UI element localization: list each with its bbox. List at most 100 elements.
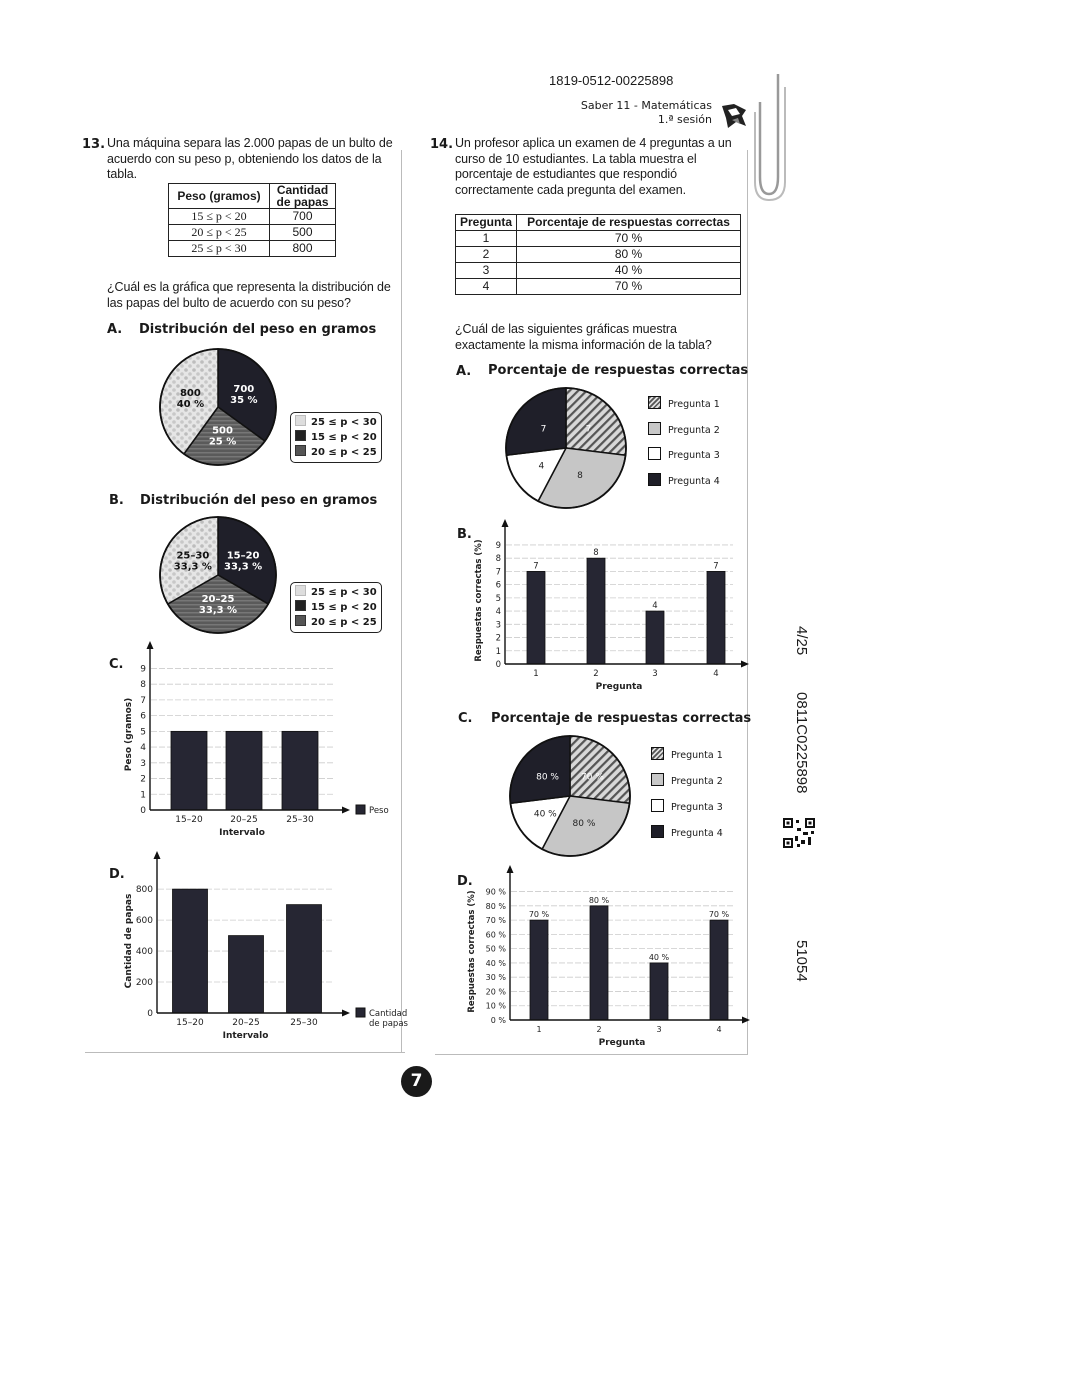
x-tick-label: 3: [656, 1025, 661, 1034]
y-tick-label: 5: [140, 727, 146, 737]
bottom-rule-right: [435, 1054, 748, 1055]
pie-slice-label: 25 %: [209, 437, 236, 448]
question-13-prompt: ¿Cuál es la gráfica que representa la di…: [107, 280, 391, 310]
legend-swatch-light-gray: [651, 773, 664, 786]
option-14a-letter[interactable]: A.: [456, 364, 472, 379]
legend-label: Pregunta 4: [668, 475, 720, 487]
y-tick-label: 0: [140, 806, 146, 816]
legend-swatch-hatched: [648, 396, 661, 409]
legend-swatch-gray: [295, 615, 306, 626]
option-13c-letter[interactable]: C.: [109, 657, 124, 672]
bar-data-label: 70 %: [529, 910, 550, 919]
y-tick-label: 20 %: [486, 987, 507, 996]
side-number: 51054: [793, 940, 810, 982]
option-13a-letter[interactable]: A.: [107, 322, 123, 337]
x-axis-title: Intervalo: [223, 1031, 269, 1041]
pie-slice-label: 80 %: [536, 773, 559, 783]
bar: [706, 570, 726, 665]
legend-label: Cantidad: [369, 1009, 407, 1019]
pie-slice: [565, 387, 627, 457]
y-axis-title: Respuestas correctas (%): [474, 539, 484, 661]
bar: [172, 888, 208, 1014]
option-14b-letter[interactable]: B.: [457, 527, 472, 542]
option-13b-letter[interactable]: B.: [109, 493, 124, 508]
table-row: 2 80 %: [454, 246, 741, 263]
x-tick-label: 3: [652, 669, 657, 679]
y-tick-label: 60 %: [486, 930, 507, 939]
bar-data-label: 4: [652, 601, 657, 611]
y-tick-label: 90 %: [486, 888, 507, 897]
option-14d-letter[interactable]: D.: [457, 874, 473, 889]
bar: [586, 557, 606, 665]
legend-swatch-white: [648, 447, 661, 460]
y-tick-label: 6: [496, 581, 501, 591]
legend-swatch: [355, 804, 366, 815]
x-tick-label: 25–30: [286, 815, 314, 825]
y-tick-label: 80 %: [486, 902, 507, 911]
column-divider-right: [747, 150, 748, 1055]
y-tick-label: 2: [496, 634, 501, 644]
table-cell: 800: [269, 240, 336, 257]
legend-item: 15 ≤ p < 20: [295, 430, 377, 445]
table-row: 4 70 %: [454, 278, 741, 295]
bar: [286, 904, 322, 1014]
table-header-row: Peso (gramos) Cantidad de papas: [168, 183, 336, 209]
pie-slice-label: 33,3 %: [174, 562, 212, 573]
option-13d-letter[interactable]: D.: [109, 867, 125, 882]
bar: [649, 962, 669, 1021]
pie-slice-label: 15–20: [227, 551, 260, 562]
legend-label: de papas: [369, 1019, 409, 1029]
option-14c-title: Porcentaje de respuestas correctas: [491, 711, 752, 726]
pie-slice-label: 33,3 %: [224, 562, 262, 573]
y-tick-label: 600: [136, 916, 153, 926]
legend-item: Pregunta 3: [648, 447, 720, 473]
option-13a-title: Distribución del peso en gramos: [139, 322, 377, 337]
x-tick-label: 20–25: [230, 815, 257, 825]
y-tick-label: 40 %: [486, 959, 507, 968]
bar-data-label: 70 %: [709, 910, 730, 919]
bar: [225, 730, 263, 811]
y-tick-label: 800: [136, 885, 153, 895]
option-14c-letter[interactable]: C.: [458, 711, 473, 726]
legend-swatch-dark: [648, 472, 661, 486]
pie-slice-label: 500: [212, 426, 233, 437]
legend-label: 15 ≤ p < 20: [311, 432, 377, 443]
legend-label: 25 ≤ p < 30: [311, 417, 377, 428]
pie-slice: [505, 387, 567, 457]
legend-13a: 25 ≤ p < 30 15 ≤ p < 20 20 ≤ p < 25: [290, 412, 382, 463]
x-tick-label: 2: [596, 1025, 601, 1034]
legend-item: Pregunta 1: [651, 747, 723, 773]
x-tick-label: 25–30: [290, 1018, 318, 1028]
legend-item: Pregunta 3: [651, 799, 723, 825]
y-tick-label: 200: [136, 978, 153, 988]
y-tick-label: 4: [496, 607, 501, 617]
legend-item: Pregunta 4: [651, 825, 723, 851]
x-tick-label: 1: [536, 1025, 541, 1034]
x-tick-label: 4: [716, 1025, 721, 1034]
legend-swatch-dotted: [295, 585, 306, 596]
pie-slice: [509, 735, 571, 805]
y-tick-label: 0: [147, 1009, 153, 1019]
legend-swatch-dark: [295, 430, 306, 441]
pie-slice-label: 8: [577, 471, 583, 481]
y-tick-label: 1: [496, 647, 501, 657]
bar-data-label: 8: [593, 548, 598, 558]
pie-slice-label: 700: [233, 384, 254, 395]
legend-label: Pregunta 2: [671, 776, 723, 787]
x-tick-label: 4: [713, 669, 718, 679]
pie-slice-label: 33,3 %: [199, 605, 237, 616]
question-13-table: Peso (gramos) Cantidad de papas 15 ≤ p <…: [168, 183, 336, 257]
y-axis-arrow: [153, 851, 161, 859]
bar-data-label: 7: [713, 561, 718, 571]
y-tick-label: 400: [136, 947, 153, 957]
y-axis-title: Cantidad de papas: [124, 894, 134, 989]
question-13-text: Una máquina separa las 2.000 papas de un…: [107, 136, 393, 181]
legend-label: 20 ≤ p < 25: [311, 617, 377, 628]
pie-slice-label: 7: [586, 425, 592, 435]
legend-item: Pregunta 4: [648, 472, 720, 499]
legend-swatch-white: [651, 799, 664, 812]
x-tick-label: 2: [593, 669, 598, 679]
pie-slice-label: 7: [541, 425, 547, 435]
y-tick-label: 8: [140, 680, 146, 690]
